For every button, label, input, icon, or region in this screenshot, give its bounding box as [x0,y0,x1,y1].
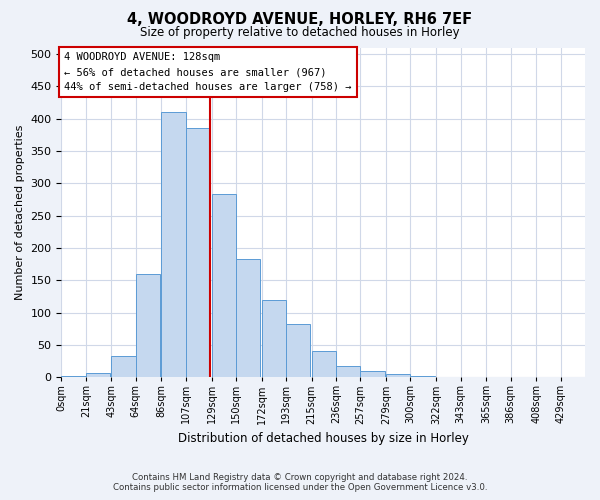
Bar [212,194,236,377]
Text: 4 WOODROYD AVENUE: 128sqm
← 56% of detached houses are smaller (967)
44% of semi: 4 WOODROYD AVENUE: 128sqm ← 56% of detac… [64,52,352,92]
Bar [311,352,336,377]
X-axis label: Distribution of detached houses by size in Horley: Distribution of detached houses by size … [178,432,469,445]
Bar [236,259,260,377]
Text: Contains HM Land Registry data © Crown copyright and database right 2024.
Contai: Contains HM Land Registry data © Crown c… [113,473,487,492]
Bar [161,112,186,377]
Text: 4, WOODROYD AVENUE, HORLEY, RH6 7EF: 4, WOODROYD AVENUE, HORLEY, RH6 7EF [127,12,473,28]
Bar [410,376,435,377]
Bar [361,371,385,377]
Bar [61,376,86,377]
Y-axis label: Number of detached properties: Number of detached properties [15,124,25,300]
Bar [262,300,286,377]
Bar [136,274,160,377]
Bar [112,356,136,377]
Bar [436,376,461,377]
Bar [386,374,410,377]
Text: Size of property relative to detached houses in Horley: Size of property relative to detached ho… [140,26,460,39]
Bar [336,366,361,377]
Bar [286,324,310,377]
Bar [86,372,110,377]
Bar [186,128,211,377]
